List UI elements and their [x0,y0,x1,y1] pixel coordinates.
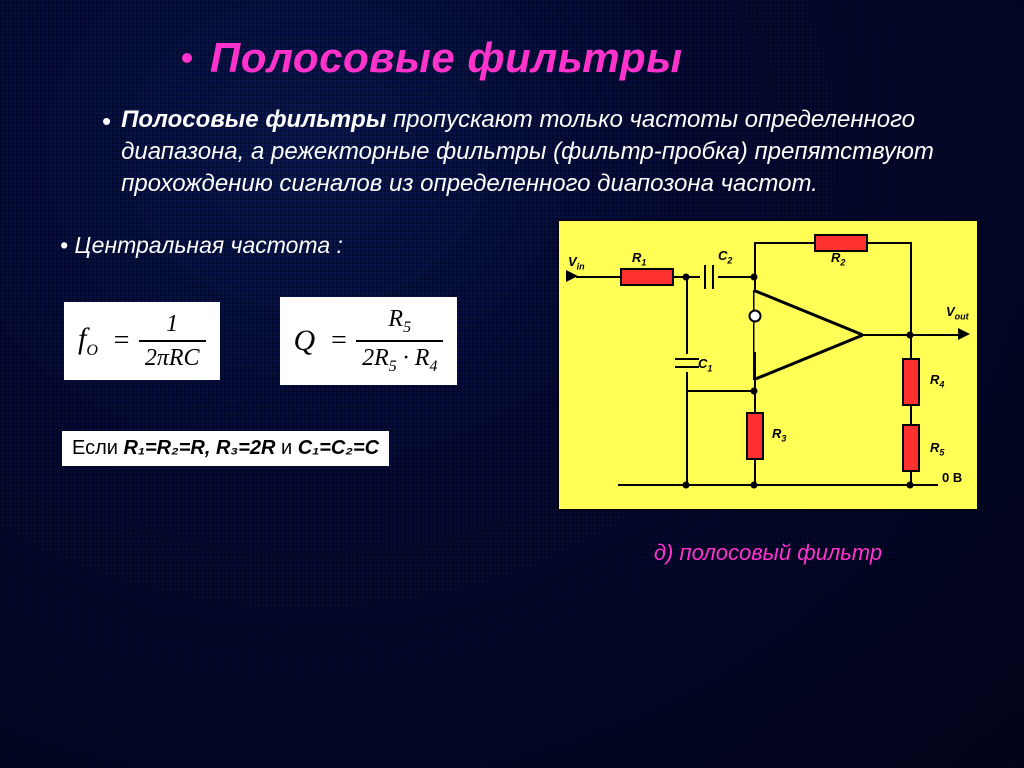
slide: Полосовые фильтры • Полосовые фильтры пр… [0,0,1024,768]
label-gnd: 0 B [942,470,962,485]
label-r4: R4 [930,372,944,390]
label-r1: R1 [632,250,646,268]
f2-dot: · [397,345,415,371]
label-r2: R2 [831,250,845,268]
f2-num-s: 5 [403,319,411,336]
right-column: Vin R1 C2 R2 Vout R4 R5 C1 R3 0 B д) пол… [552,220,984,566]
f2-num-v: R [388,306,403,332]
condition-box: Если R₁=R₂=R, R₃=2R и C₁=C₂=C [62,431,389,466]
cond-prefix: Если [72,437,124,459]
resistor-r1 [620,268,674,286]
label-vout: Vout [946,304,969,322]
label-r3: R3 [772,426,786,444]
bullet-icon [182,53,192,63]
mid-section: • Центральная частота : fO = 1 2πRC Q [32,226,984,566]
f2-da-s: 5 [389,358,397,375]
equals-2: = [329,325,348,357]
paragraph-lead: Полосовые фильтры [121,106,386,133]
slide-title: Полосовые фильтры [210,34,683,82]
paragraph-row: • Полосовые фильтры пропускают только ча… [102,104,964,200]
f1-num: 1 [160,312,184,340]
f2-var: Q [294,324,316,357]
left-column: • Центральная частота : fO = 1 2πRC Q [32,226,552,466]
label-vin: Vin [568,254,585,272]
title-row: Полосовые фильтры [182,34,984,82]
formula-q: Q = R5 2R5 · R4 [280,297,458,385]
label-c1: C1 [698,356,712,374]
formula-fo: fO = 1 2πRC [64,302,220,380]
bullet-dot: • [102,106,111,136]
f1-sub: O [86,342,98,359]
subheading: • Центральная частота : [60,232,552,259]
resistor-r3 [746,412,764,460]
opamp-icon [753,290,863,380]
label-r5: R5 [930,440,944,458]
cond-expr: R₁=R₂=R, R₃=2R [124,437,276,459]
resistor-r5 [902,424,920,472]
circuit-caption: д) полосовый фильтр [654,540,882,566]
paragraph: Полосовые фильтры пропускают только част… [121,104,961,200]
resistor-r4 [902,358,920,406]
f2-db-v: R [415,345,430,371]
capacitor-c1 [675,354,699,372]
f2-da-v: 2R [362,345,389,371]
f2-db-s: 4 [429,358,437,375]
capacitor-c2 [700,265,718,289]
cond-mid: и [275,437,297,459]
circuit-diagram: Vin R1 C2 R2 Vout R4 R5 C1 R3 0 B [558,220,978,510]
cond-expr2: C₁=C₂=C [298,437,379,459]
formula-row: fO = 1 2πRC Q = R5 [64,297,552,385]
label-c2: C2 [718,248,732,266]
equals-1: = [112,325,131,357]
f1-den: 2πRC [139,340,206,370]
